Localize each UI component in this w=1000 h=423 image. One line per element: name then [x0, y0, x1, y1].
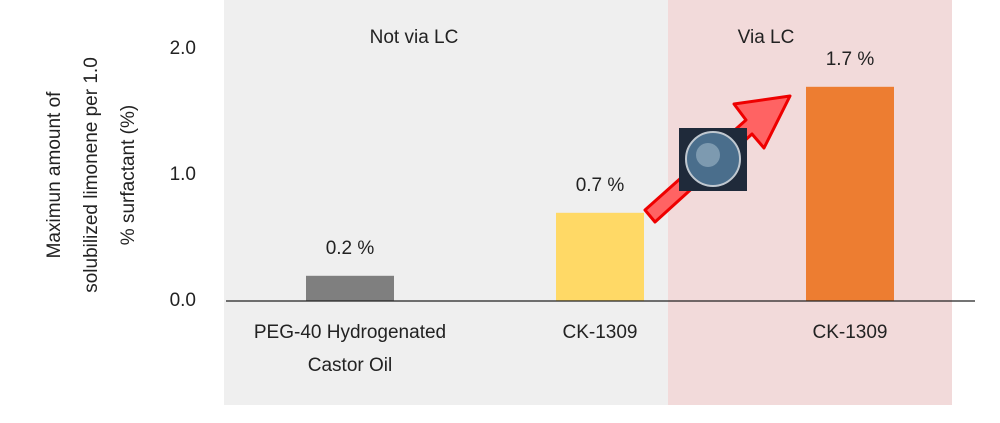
y-tick-label: 2.0 — [170, 38, 196, 59]
region-label: Not via LC — [370, 27, 459, 48]
bar — [806, 86, 894, 301]
y-axis-title-line: % surfactant (%) — [118, 105, 139, 245]
y-axis-title-line: solubilized limonene per 1.0 — [81, 57, 102, 293]
bar — [556, 212, 644, 301]
region-not-via-lc — [224, 0, 668, 405]
value-label: 0.2 % — [326, 238, 375, 259]
region-label: Via LC — [738, 27, 795, 48]
y-axis-title: Maximun amount of solubilized limonene p… — [44, 57, 139, 293]
y-tick-label: 1.0 — [170, 164, 196, 185]
y-tick-label: 0.0 — [170, 290, 196, 311]
photo — [679, 128, 747, 191]
photo-detail — [696, 143, 720, 167]
value-label: 0.7 % — [576, 175, 625, 196]
x-tick-label: PEG-40 Hydrogenated Castor Oil — [253, 322, 447, 376]
bars — [306, 86, 894, 301]
x-tick-label: CK-1309 — [562, 322, 638, 343]
y-axis-title-line: Maximun amount of — [44, 91, 65, 259]
x-tick-label: CK-1309 — [812, 322, 888, 343]
value-label: 1.7 % — [826, 49, 875, 70]
bar — [306, 275, 394, 301]
